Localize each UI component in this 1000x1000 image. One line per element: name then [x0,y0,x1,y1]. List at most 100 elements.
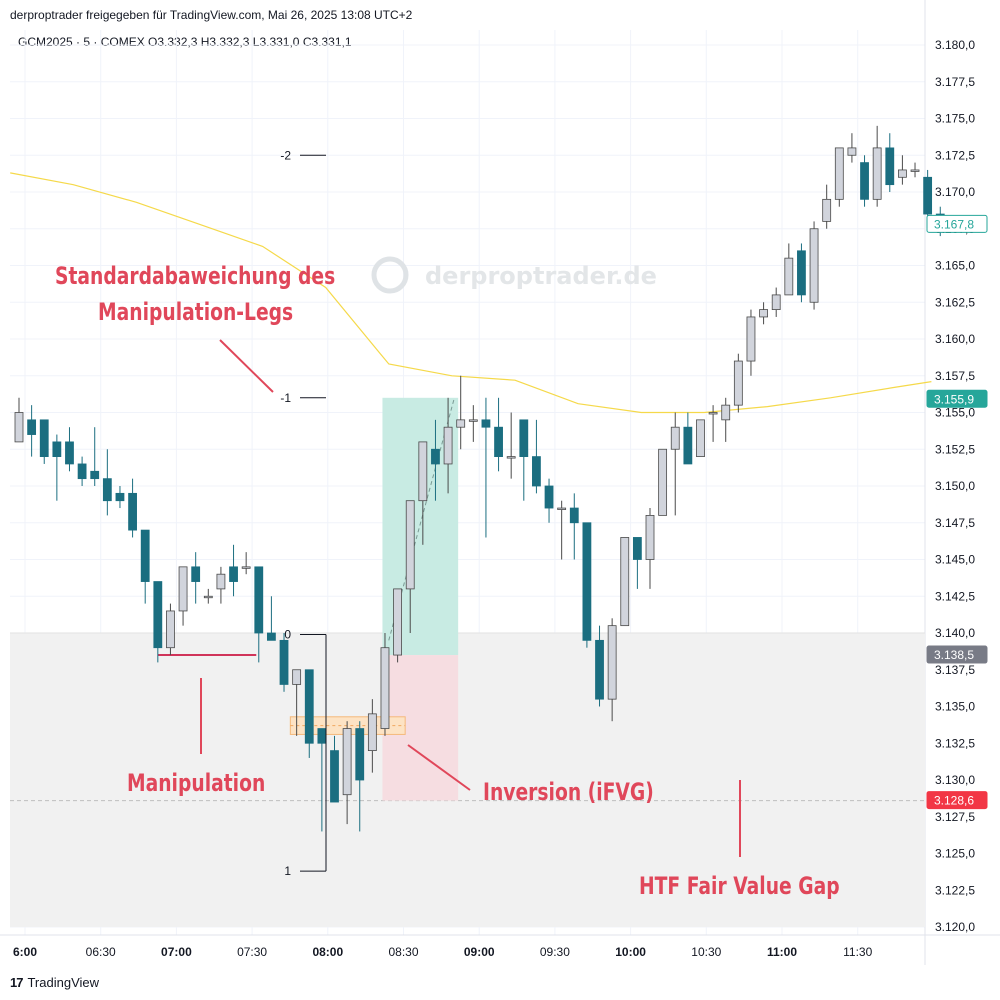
candle[interactable] [658,448,668,516]
candle[interactable] [216,566,226,604]
candle[interactable] [847,133,857,163]
candle-body [292,669,302,685]
candle[interactable] [771,287,781,317]
candle[interactable] [696,419,705,458]
candle[interactable] [431,419,440,501]
candle-body [557,507,567,510]
price-tag-label: 3.167,8 [934,217,974,231]
candle[interactable] [885,133,895,192]
candles[interactable] [14,125,945,832]
candle[interactable] [759,302,768,325]
candle[interactable] [418,441,428,545]
candle[interactable] [468,405,478,442]
candle[interactable] [355,721,365,832]
candle[interactable] [254,566,264,663]
candle[interactable] [279,633,289,692]
candle[interactable] [822,184,832,229]
candle[interactable] [733,353,743,413]
candle[interactable] [746,309,756,376]
candle[interactable] [557,500,567,560]
candle[interactable] [506,412,516,479]
candle[interactable] [569,493,579,560]
candle-body [166,610,175,649]
candle[interactable] [52,434,62,501]
candle[interactable] [898,155,907,185]
candle[interactable] [721,397,731,442]
candle[interactable] [607,618,617,722]
candle-body [342,728,352,796]
candle[interactable] [809,221,819,310]
candle-body [128,492,137,531]
candle-body [532,456,541,487]
htf-fvg-zone [10,633,925,927]
candle[interactable] [670,412,680,516]
candle-body [405,500,415,590]
candle-body [380,647,390,729]
candle[interactable] [443,397,453,494]
candle[interactable] [910,162,920,178]
candle[interactable] [203,588,213,604]
candle-body [923,176,933,215]
candle-body [544,485,554,509]
candle[interactable] [494,397,503,472]
candle-body [115,492,125,502]
candle[interactable] [153,581,163,663]
candle[interactable] [102,449,112,516]
candle[interactable] [519,419,529,501]
candle[interactable] [304,669,314,758]
candle[interactable] [532,419,541,494]
candle[interactable] [632,537,642,589]
candle-body [847,147,857,156]
candle[interactable] [191,552,201,604]
candle[interactable] [65,427,74,472]
candle[interactable] [481,397,491,538]
price-axis[interactable]: 3.180,0 3.177,5 3.175,0 3.172,5 3.170,0 3.167… [935,38,975,934]
candle[interactable] [342,721,352,825]
candle[interactable] [266,596,276,641]
candle-body [632,537,642,560]
candle[interactable] [178,566,188,626]
candle[interactable] [544,478,554,523]
candle[interactable] [14,397,24,443]
candle[interactable] [241,552,251,575]
price-tick-label: 3.172,5 [935,148,975,162]
price-tick-label: 3.175,0 [935,112,975,126]
candle[interactable] [797,243,806,303]
candle-body [77,463,87,480]
candle[interactable] [330,735,339,803]
candle[interactable] [708,405,718,442]
candle[interactable] [784,243,794,296]
candle[interactable] [456,375,466,450]
candle-body [620,537,630,627]
candle[interactable] [834,147,844,207]
candle[interactable] [405,500,415,633]
candle[interactable] [367,699,377,773]
price-tick-label: 3.170,0 [935,185,975,199]
candle[interactable] [27,405,37,457]
candle[interactable] [229,544,238,597]
candle[interactable] [683,412,693,465]
footer-brand[interactable]: 17 TradingView [10,975,99,990]
candle-body [279,639,289,685]
candle[interactable] [128,478,137,538]
candle[interactable] [595,625,604,707]
candle[interactable] [923,169,933,222]
candle[interactable] [393,588,403,663]
candle[interactable] [39,419,49,464]
candle[interactable] [77,456,87,486]
candle[interactable] [645,508,655,589]
candle-body [696,419,705,458]
candle[interactable] [166,603,175,656]
candle[interactable] [380,633,390,736]
candle[interactable] [620,537,630,627]
time-axis[interactable]: 6:00 06:30 07:00 07:30 08:00 08:30 09:00 09:30 1… [13,945,873,959]
candle[interactable] [872,125,882,207]
candle[interactable] [90,427,100,486]
candle[interactable] [860,155,869,207]
candle[interactable] [140,529,150,604]
candle[interactable] [115,486,125,509]
candle[interactable] [582,522,592,648]
std-dev-pointer [219,339,274,393]
candle[interactable] [292,669,302,736]
